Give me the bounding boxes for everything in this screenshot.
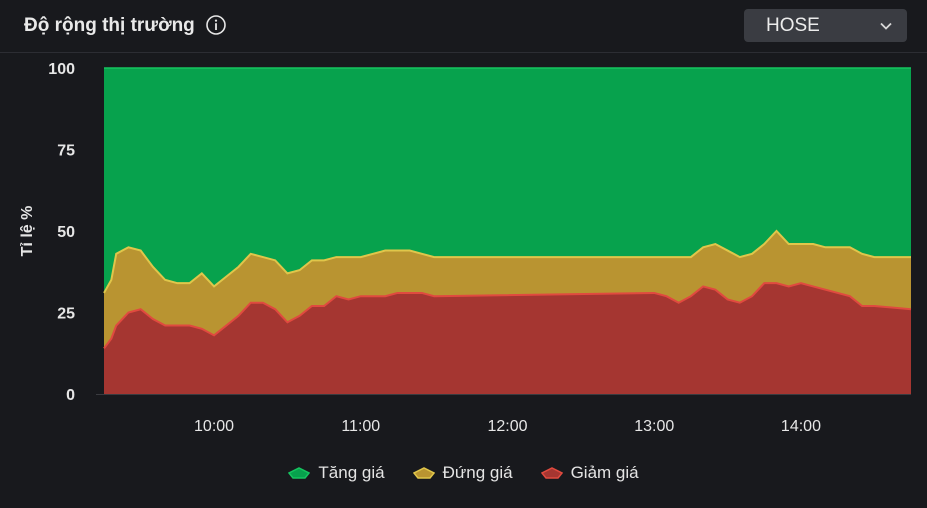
y-tick-label: 25 xyxy=(57,306,75,323)
line-down xyxy=(103,282,912,349)
y-tick-label: 75 xyxy=(57,143,75,160)
chevron-down-icon xyxy=(880,22,892,30)
legend-label: Giảm giá xyxy=(570,463,639,482)
x-tick-label: 12:00 xyxy=(487,418,527,435)
legend-label: Đứng giá xyxy=(442,463,513,482)
legend-label: Tăng giá xyxy=(318,463,385,482)
x-tick-label: 13:00 xyxy=(634,418,674,435)
x-tick-label: 11:00 xyxy=(341,418,380,435)
x-axis-ticks: 10:00 11:00 12:00 13:00 14:00 xyxy=(194,418,821,435)
y-tick-label: 0 xyxy=(66,387,75,404)
exchange-select-value: HOSE xyxy=(766,15,820,36)
area-unchanged xyxy=(104,231,911,349)
y-tick-label: 50 xyxy=(57,224,75,241)
y-axis-label: Tỉ lệ % xyxy=(19,206,36,257)
y-tick-label: 100 xyxy=(48,61,75,78)
exchange-select[interactable]: HOSE xyxy=(744,9,907,42)
legend-marker-icon xyxy=(540,467,563,479)
line-unchanged xyxy=(103,229,911,294)
chart-legend: Tăng giá Đứng giá Giảm giá xyxy=(0,461,927,485)
y-axis-ticks: 0 25 50 75 100 xyxy=(48,61,75,404)
chart-lines xyxy=(103,67,912,349)
chart-areas xyxy=(104,68,911,394)
x-tick-label: 14:00 xyxy=(781,418,821,435)
legend-item-unchanged[interactable]: Đứng giá xyxy=(412,461,513,485)
legend-item-down[interactable]: Giảm giá xyxy=(540,461,639,485)
x-tick-label: 10:00 xyxy=(194,418,234,435)
area-up xyxy=(104,68,911,293)
legend-marker-icon xyxy=(412,467,435,479)
legend-marker-icon xyxy=(288,467,311,479)
page-title: Độ rộng thị trường xyxy=(24,15,195,36)
area-down xyxy=(104,283,911,394)
chart-header: Độ rộng thị trường HOSE xyxy=(0,0,927,53)
info-icon[interactable] xyxy=(205,14,227,36)
legend-item-up[interactable]: Tăng giá xyxy=(288,461,385,485)
market-breadth-chart: 0 25 50 75 100 10:00 11:00 12:00 13:00 14:00 Tỉ … xyxy=(19,61,912,435)
